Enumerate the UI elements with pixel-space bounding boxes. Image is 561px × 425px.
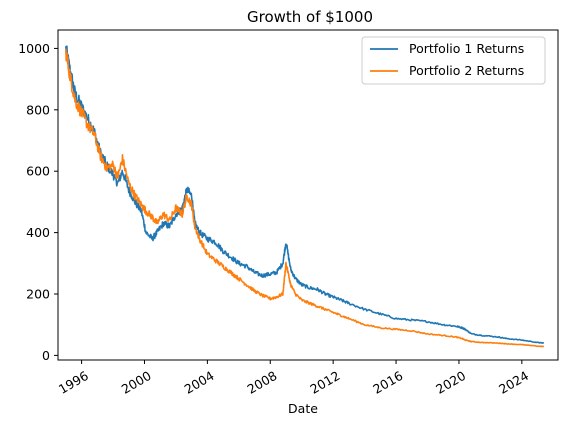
plot-area: [58, 30, 558, 360]
y-tick-label: 600: [26, 164, 50, 179]
y-tick-label: 1000: [18, 41, 50, 56]
legend-box: [361, 36, 546, 85]
y-tick-label: 400: [26, 225, 50, 240]
series-layer: [65, 45, 545, 348]
chart-title: Growth of $1000: [247, 8, 373, 26]
legend-label-portfolio-1: Portfolio 1 Returns: [409, 41, 524, 56]
legend: Portfolio 1 Returns Portfolio 2 Returns: [361, 36, 546, 85]
series-line-portfolio-2: [65, 48, 545, 348]
y-tick-label: 800: [26, 102, 50, 117]
x-axis-label: Date: [288, 401, 318, 416]
y-tick-label: 200: [26, 287, 50, 302]
legend-label-portfolio-2: Portfolio 2 Returns: [409, 63, 524, 78]
axes-frame: [57, 29, 559, 361]
series-line-portfolio-1: [65, 45, 545, 344]
y-tick-label: 0: [42, 348, 50, 363]
